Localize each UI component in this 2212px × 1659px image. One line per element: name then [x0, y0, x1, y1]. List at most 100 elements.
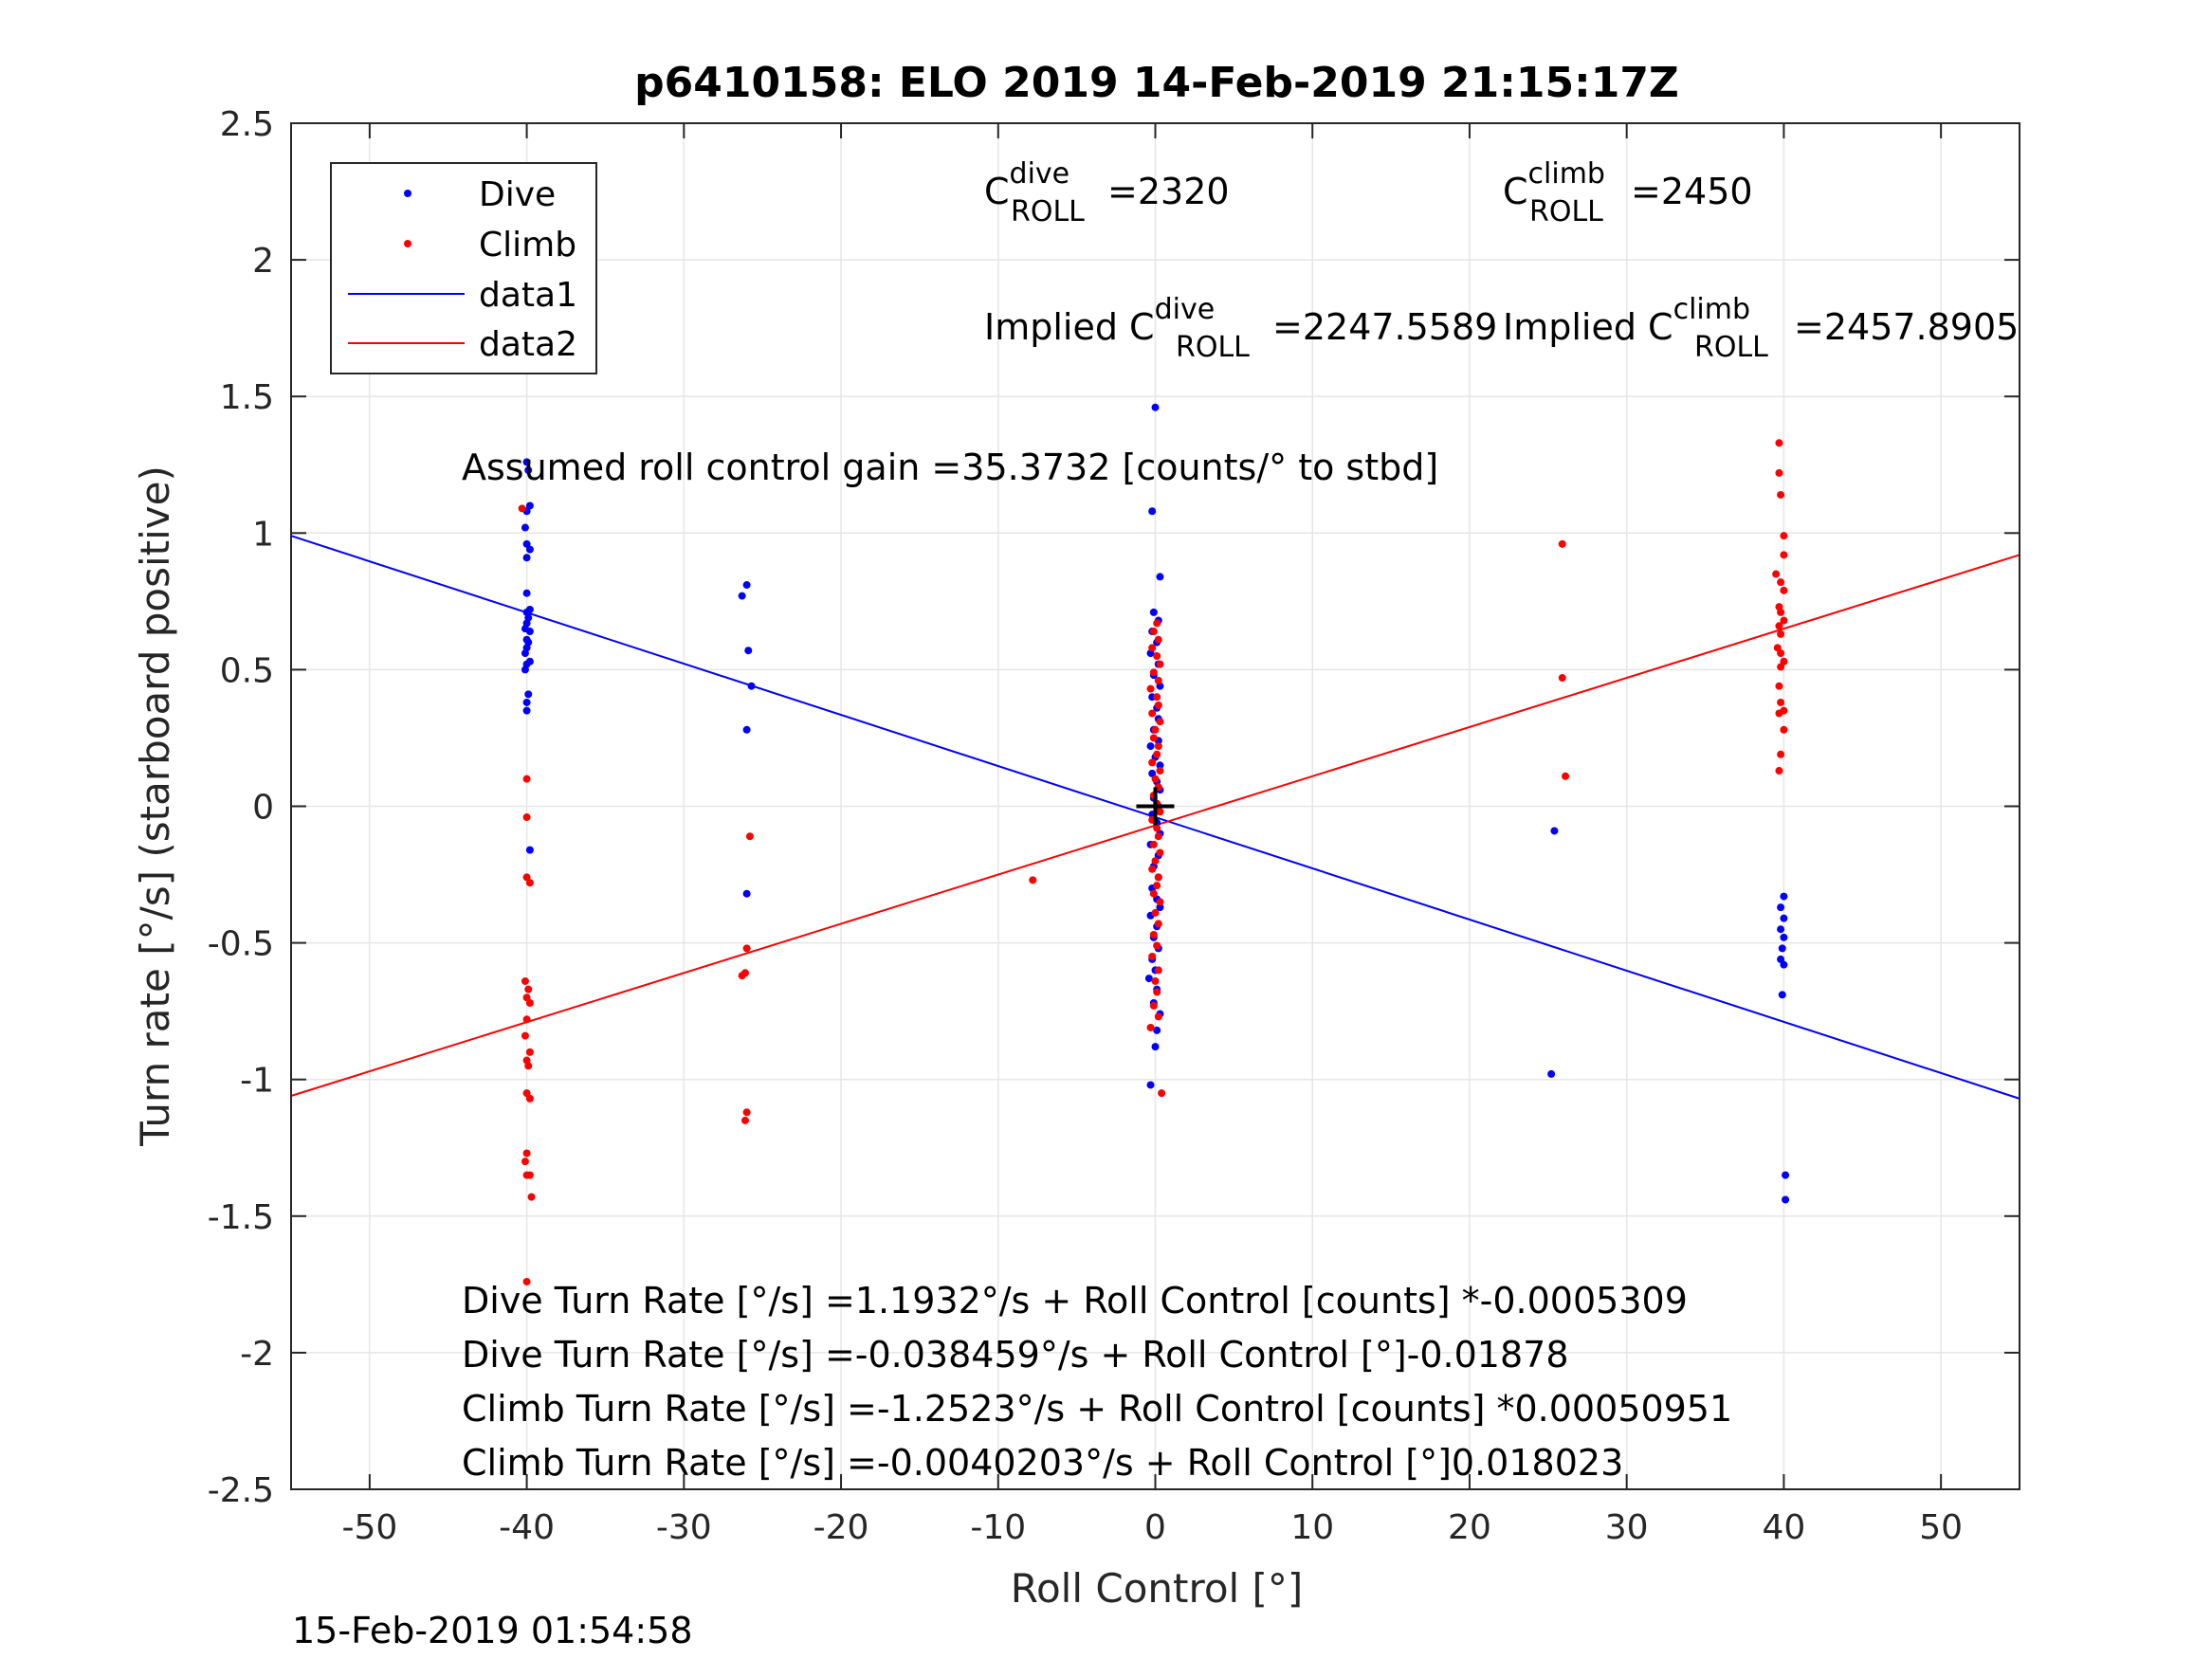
climb-point	[525, 879, 534, 887]
climb-point	[521, 1031, 529, 1040]
dive-point	[522, 458, 531, 466]
x-tick-label: -50	[341, 1508, 397, 1547]
climb-point	[522, 1015, 531, 1024]
implied-dive-annotation: Implied Cdive ROLL =2247.5589	[984, 293, 1497, 364]
svg-text:Implied Cdive: Implied Cdive	[984, 293, 1215, 348]
c-dive-annotation: Cdive ROLL =2320	[984, 157, 1230, 228]
dive-point	[1156, 761, 1164, 770]
dive-point	[1156, 903, 1164, 912]
climb-point	[745, 832, 754, 841]
x-tick-label: 20	[1448, 1508, 1491, 1547]
svg-text:Cdive: Cdive	[984, 157, 1069, 212]
climb-point	[1780, 551, 1788, 559]
climb-point	[1775, 622, 1783, 630]
dive-point	[1148, 507, 1157, 516]
climb-point	[524, 1062, 533, 1070]
climb-point	[1148, 865, 1157, 873]
dive-point	[1780, 914, 1788, 922]
dive-point	[1146, 742, 1155, 751]
climb-point	[1149, 1001, 1158, 1010]
dive-point	[1780, 933, 1788, 941]
dive-point	[1782, 1171, 1790, 1179]
implied-climb-prefix: Implied C	[1503, 306, 1673, 348]
climb-point	[1148, 709, 1157, 718]
climb-point	[1151, 725, 1160, 734]
climb-point	[1562, 772, 1570, 780]
y-tick-label: -1.5	[208, 1198, 274, 1237]
climb-point	[740, 1116, 749, 1124]
dive-point	[1146, 1081, 1155, 1089]
climb-point	[1780, 532, 1788, 540]
dive-point	[747, 682, 756, 690]
climb-point	[522, 813, 531, 822]
implied-dive-sup: dive	[1155, 293, 1216, 326]
climb-point	[1149, 840, 1158, 848]
climb-point	[1154, 676, 1162, 684]
roll-gain-annotation: Assumed roll control gain =35.3732 [coun…	[462, 447, 1438, 488]
dive-point	[742, 889, 751, 898]
dive-point	[1149, 608, 1158, 616]
y-tick-label: 0.5	[220, 651, 274, 690]
y-tick-label: 2.5	[220, 105, 274, 144]
climb-point	[1153, 882, 1161, 890]
climb-point	[1151, 908, 1160, 917]
climb-point	[1153, 619, 1161, 628]
axis-ticks	[291, 122, 2020, 1490]
climb-point	[522, 1171, 531, 1179]
climb-point	[1775, 767, 1783, 775]
climb-point	[1780, 616, 1788, 625]
climb-point	[1148, 644, 1157, 652]
dive-point	[1144, 975, 1153, 983]
climb-point	[1149, 889, 1158, 898]
climb-point	[1153, 824, 1161, 832]
dive-point	[524, 466, 533, 475]
climb-point	[742, 1108, 751, 1117]
legend-climb-label: Climb	[479, 226, 576, 264]
c-dive-base: C	[984, 171, 1010, 212]
climb-point	[1151, 857, 1160, 866]
climb-point	[1149, 668, 1158, 677]
dive-point	[521, 665, 529, 674]
legend-box	[330, 162, 597, 374]
y-tick-label: 1.5	[220, 378, 274, 417]
climb-point	[1156, 808, 1164, 816]
climb-point	[1780, 586, 1788, 594]
climb-point	[522, 1149, 531, 1158]
x-tick-label: -10	[970, 1508, 1026, 1547]
tick-labels: -50 -40 -30 -20 -10 0 10 20 30 40 50-2.5-2-1.5-1-0…	[208, 105, 1963, 1547]
climb-point	[738, 972, 746, 980]
dive-equation-counts: Dive Turn Rate [°/s] =1.1932°/s + Roll C…	[462, 1280, 1688, 1322]
legend-climb-marker	[404, 240, 411, 247]
climb-point	[1154, 635, 1162, 644]
c-climb-value: =2450	[1631, 171, 1753, 212]
climb-point	[1156, 718, 1164, 726]
data-points	[518, 310, 1790, 1285]
climb-point	[1151, 976, 1160, 985]
climb-point	[1154, 832, 1162, 841]
climb-point	[1154, 701, 1162, 709]
x-tick-label: -20	[814, 1508, 869, 1547]
climb-point	[1777, 698, 1785, 706]
climb-point	[525, 1094, 534, 1103]
x-tick-label: 40	[1763, 1508, 1806, 1547]
legend-dive-marker	[404, 190, 411, 197]
implied-dive-prefix: Implied C	[984, 306, 1155, 348]
climb-point	[1151, 775, 1160, 783]
y-tick-label: 0	[252, 789, 274, 828]
dive-point	[738, 592, 746, 600]
x-tick-label: 10	[1290, 1508, 1334, 1547]
y-tick-label: -0.5	[208, 925, 274, 964]
climb-point	[1777, 629, 1785, 638]
climb-point	[1775, 682, 1783, 690]
climb-point	[1777, 663, 1785, 671]
dive-point	[1156, 573, 1164, 581]
climb-point	[1558, 674, 1566, 683]
dive-point	[521, 523, 529, 532]
climb-point	[1154, 742, 1162, 751]
dive-point	[1780, 960, 1788, 969]
dive-point	[1151, 1043, 1160, 1051]
dive-point	[1778, 991, 1786, 999]
x-tick-label: 50	[1919, 1508, 1963, 1547]
dive-point	[1782, 1195, 1790, 1204]
